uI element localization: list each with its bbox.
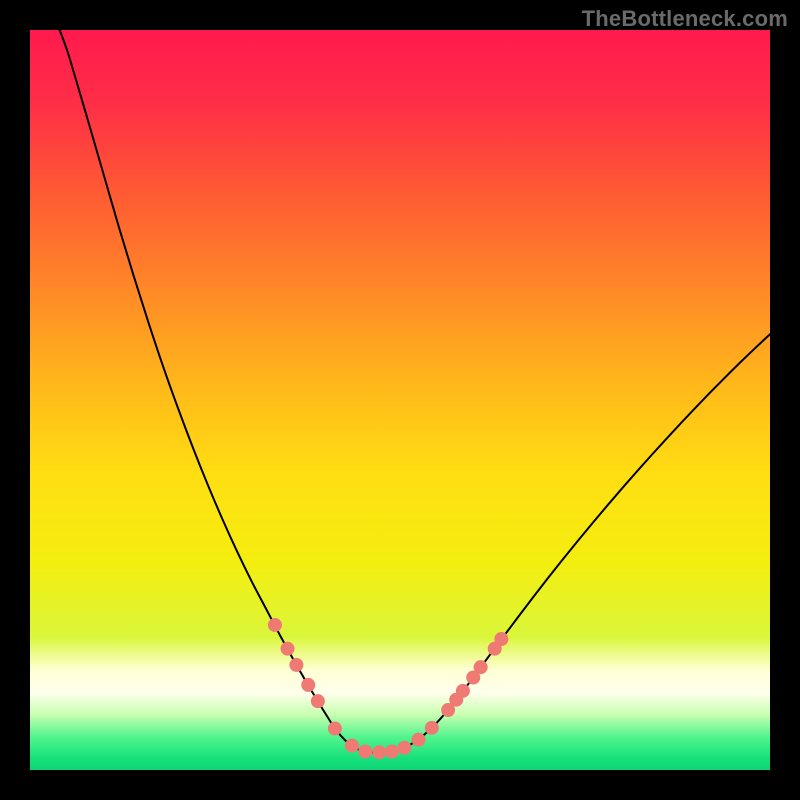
- data-marker: [289, 658, 303, 672]
- data-marker: [397, 741, 411, 755]
- gradient-background: [30, 30, 770, 770]
- bottleneck-chart: [30, 30, 770, 770]
- data-marker: [281, 642, 295, 656]
- data-marker: [328, 722, 342, 736]
- data-marker: [425, 721, 439, 735]
- data-marker: [494, 632, 508, 646]
- data-marker: [345, 739, 359, 753]
- data-marker: [311, 694, 325, 708]
- watermark-text: TheBottleneck.com: [582, 6, 788, 32]
- data-marker: [358, 745, 372, 759]
- data-marker: [268, 618, 282, 632]
- data-marker: [385, 745, 399, 759]
- data-marker: [301, 678, 315, 692]
- data-marker: [474, 660, 488, 674]
- plot-area: [30, 30, 770, 770]
- data-marker: [456, 684, 470, 698]
- data-marker: [372, 745, 386, 759]
- data-marker: [412, 733, 426, 747]
